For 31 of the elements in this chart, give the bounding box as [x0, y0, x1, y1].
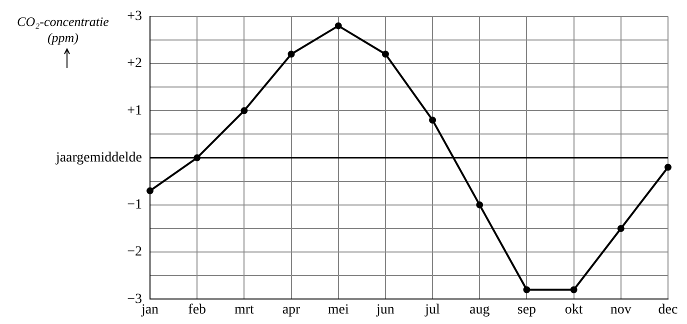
- x-tick-label: mei: [328, 302, 349, 318]
- y-tick-label: −1: [127, 198, 142, 213]
- point: [476, 201, 484, 208]
- point: [429, 116, 436, 124]
- y-tick-label: −2: [127, 244, 142, 260]
- y-axis-title: CO₂-concentratie (ppm): [16, 14, 110, 46]
- x-tick-label: aug: [470, 302, 490, 318]
- point: [288, 50, 295, 58]
- x-tick-label: jan: [140, 302, 159, 318]
- point: [382, 50, 389, 58]
- x-tick-label: dec: [658, 302, 678, 318]
- y-tick-label: +2: [127, 56, 142, 72]
- point: [146, 187, 154, 194]
- x-tick-label: sep: [517, 302, 536, 318]
- y-tick-label: +1: [127, 103, 142, 118]
- x-tick-label: jun: [376, 302, 394, 318]
- point: [570, 286, 578, 294]
- x-tick-label: nov: [610, 302, 632, 318]
- y-tick-label: +3: [127, 9, 142, 24]
- y-tick-label: −3: [127, 292, 142, 307]
- x-tick-label: jul: [424, 302, 440, 318]
- y-tick-label: jaargemiddelde: [54, 150, 142, 166]
- x-tick-label: okt: [564, 302, 583, 318]
- point: [240, 107, 248, 114]
- x-tick-label: mrt: [234, 302, 254, 318]
- point: [523, 286, 530, 294]
- point: [664, 164, 672, 171]
- x-tick-label: feb: [188, 302, 206, 318]
- point: [617, 225, 624, 232]
- point: [334, 22, 342, 30]
- x-tick-label: apr: [282, 302, 301, 318]
